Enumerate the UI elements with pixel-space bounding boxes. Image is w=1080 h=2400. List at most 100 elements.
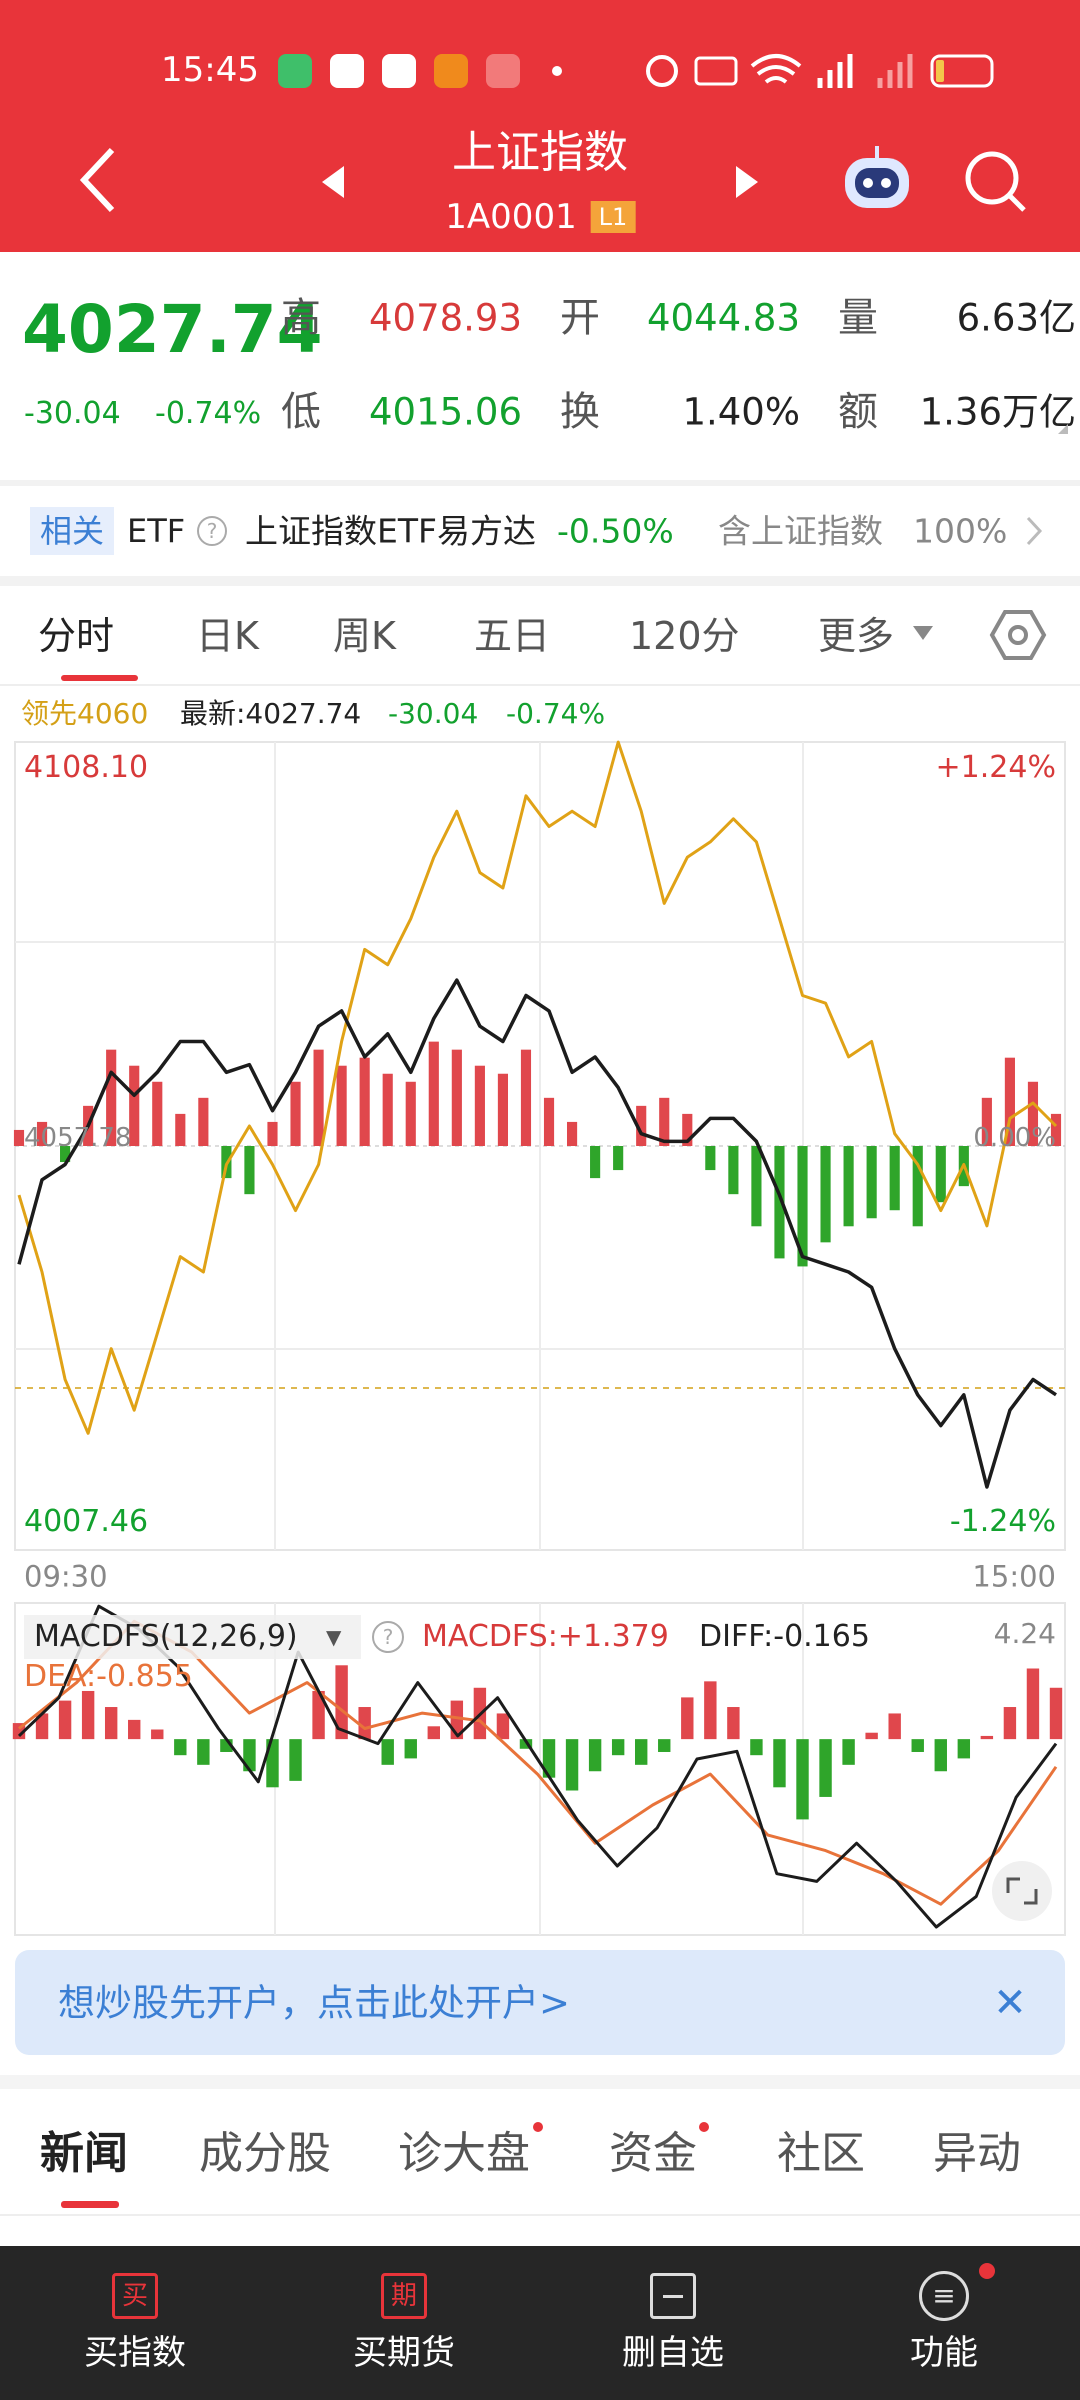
macd-bar [404, 1739, 417, 1759]
volume-bar [36, 1121, 48, 1146]
macd-bar [1049, 1687, 1063, 1740]
help-icon[interactable]: ? [197, 516, 227, 546]
field-label: 量 [838, 295, 878, 341]
news-tab[interactable]: 诊大盘 [398, 2128, 530, 2179]
field-label: 低 [281, 389, 321, 435]
time-end: 15:00 [972, 1559, 1056, 1594]
macd-dropdown[interactable]: ▼ [326, 1625, 342, 1649]
chart-tab[interactable]: 120分 [629, 614, 740, 658]
nav-icon[interactable] [650, 2273, 696, 2319]
chart-tab[interactable]: 更多 [818, 614, 895, 658]
help-icon[interactable]: ? [372, 1621, 404, 1653]
volume-bar [520, 1049, 532, 1146]
banner-close[interactable]: ✕ [993, 1980, 1027, 2026]
related-type: ETF [127, 512, 186, 550]
volume-bar [636, 1105, 647, 1146]
volume-bar [543, 1097, 555, 1146]
wifi-icon [750, 54, 802, 84]
nav-icon[interactable]: 买 [112, 2273, 158, 2319]
field-label: 开 [560, 295, 600, 341]
news-tab[interactable]: 社区 [777, 2128, 865, 2179]
macd-bar [174, 1739, 187, 1756]
macd-selector[interactable] [24, 1615, 361, 1659]
field-label: 换 [560, 389, 600, 435]
macd-bar [611, 1739, 625, 1756]
change-pct: -0.74% [155, 396, 262, 431]
news-tab[interactable]: 异动 [933, 2128, 1021, 2179]
prev-button[interactable] [322, 166, 344, 198]
chart-tab[interactable]: 周K [333, 614, 396, 658]
volume-bar [1050, 1113, 1062, 1146]
signal-icon [877, 54, 913, 88]
news-tab[interactable]: 成分股 [199, 2128, 331, 2179]
bottom-nav [0, 2246, 1080, 2400]
volume-bar [889, 1146, 900, 1211]
separator [0, 2075, 1080, 2089]
nav-label[interactable]: 删自选 [622, 2333, 724, 2373]
volume-bar [336, 1065, 347, 1146]
macd-bar [358, 1707, 371, 1740]
field-value: 6.63亿 [956, 296, 1076, 340]
macd-bar [934, 1739, 947, 1772]
next-button[interactable] [736, 166, 758, 198]
banner-text[interactable]: 想炒股先开户，点击此处开户> [58, 1981, 571, 2025]
app-icon [278, 54, 312, 88]
pct-mid: 0.00% [973, 1123, 1056, 1153]
banner[interactable] [15, 1950, 1065, 2055]
macd-bar [865, 1732, 878, 1740]
macd-name[interactable]: MACDFS(12,26,9) [34, 1619, 298, 1654]
macd-bar [773, 1739, 786, 1788]
macd-bar [911, 1739, 924, 1752]
chart-tab[interactable]: 分时 [38, 614, 115, 658]
macd-bar [727, 1707, 740, 1740]
volume-bar [198, 1097, 209, 1146]
volume-bar [451, 1049, 462, 1146]
macd-bar [104, 1707, 118, 1740]
field-value: 4044.83 [646, 296, 800, 340]
macd-bar [1003, 1707, 1017, 1740]
volume-bar [613, 1146, 624, 1171]
chart-tab[interactable]: 五日 [474, 614, 551, 658]
separator [0, 480, 1080, 486]
macd-bar [81, 1690, 95, 1740]
news-tab[interactable]: 资金 [609, 2128, 697, 2179]
volume-bar [175, 1113, 186, 1146]
macd-bar [427, 1726, 440, 1740]
lead-line [17, 740, 1058, 1435]
legend-latest: 最新:4027.74 [180, 697, 362, 730]
expand-button[interactable] [992, 1861, 1052, 1921]
news-tab[interactable]: 新闻 [40, 2128, 128, 2179]
volume-bar [313, 1049, 324, 1146]
macd-bar [681, 1697, 694, 1740]
red-dot [699, 2122, 709, 2132]
header-title: 上证指数 [452, 127, 628, 178]
macd-bar [243, 1739, 256, 1772]
back-button[interactable] [79, 147, 115, 213]
nav-label[interactable]: 买期货 [353, 2333, 455, 2373]
volume-bar [129, 1065, 140, 1146]
robot-button[interactable] [845, 146, 909, 208]
app-icon [330, 54, 364, 88]
battery-level [936, 60, 944, 82]
dot [552, 66, 562, 76]
header-code: 1A0001 [445, 197, 577, 237]
macd-bar [750, 1739, 763, 1756]
macd-bar [842, 1739, 855, 1765]
related-name[interactable]: 上证指数ETF易方达 [245, 511, 536, 551]
nav-icon[interactable]: 期 [381, 2273, 427, 2319]
nav-icon[interactable]: ≡ [919, 2271, 969, 2321]
nav-label[interactable]: 功能 [910, 2333, 978, 2373]
macd-top: 4.24 [993, 1617, 1056, 1650]
diff-line [17, 1604, 1058, 1929]
search-button[interactable] [965, 151, 1026, 212]
status-time: 15:45 [161, 50, 259, 90]
macd-bar [635, 1739, 648, 1765]
volume-bar [566, 1121, 578, 1146]
top-bar [0, 0, 1080, 252]
nav-label[interactable]: 买指数 [84, 2333, 186, 2373]
red-dot [533, 2122, 543, 2132]
pct-bottom: -1.24% [949, 1504, 1056, 1539]
chart-tab[interactable]: 日K [196, 614, 259, 658]
separator [0, 2214, 1080, 2216]
